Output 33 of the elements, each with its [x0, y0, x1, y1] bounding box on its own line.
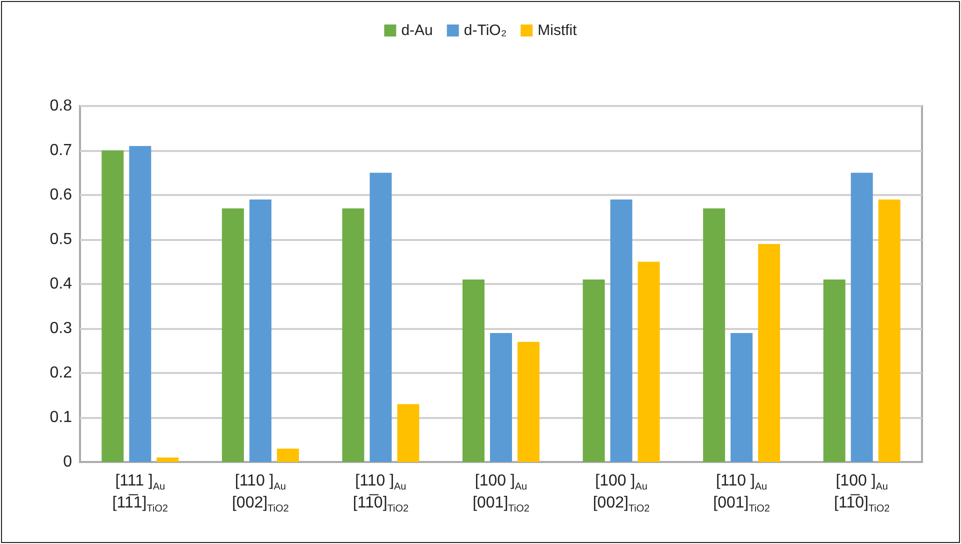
bar	[850, 172, 873, 462]
bar	[758, 244, 780, 462]
bar	[878, 199, 900, 462]
legend-label: Mistfit	[538, 22, 578, 39]
bar	[490, 332, 512, 462]
bar	[703, 208, 726, 462]
bar	[222, 208, 244, 462]
bar	[582, 280, 605, 462]
bar	[102, 150, 124, 462]
bar	[370, 172, 392, 462]
bar	[156, 458, 179, 462]
y-tick-label: 0.3	[50, 320, 72, 337]
bar	[276, 448, 299, 462]
bar	[823, 280, 846, 462]
bar	[397, 404, 420, 462]
y-tick-label: 0.1	[50, 409, 72, 426]
y-tick-label: 0.8	[50, 98, 72, 114]
y-tick-label: 0.5	[50, 231, 72, 248]
bar	[342, 208, 364, 462]
bar	[518, 342, 540, 462]
y-tick-label: 0.2	[50, 364, 72, 382]
y-tick-label: 0.7	[50, 142, 72, 159]
legend-label: d-TiO₂	[464, 22, 507, 39]
bar	[730, 332, 753, 462]
bar	[462, 280, 484, 462]
bar	[638, 262, 660, 462]
legend-label: d-Au	[401, 22, 433, 39]
y-tick-label: 0.6	[50, 186, 72, 204]
bar	[610, 199, 632, 462]
y-tick-label: 0	[63, 454, 72, 470]
y-tick-label: 0.4	[50, 276, 72, 292]
bar	[129, 146, 152, 462]
bar	[249, 199, 272, 462]
